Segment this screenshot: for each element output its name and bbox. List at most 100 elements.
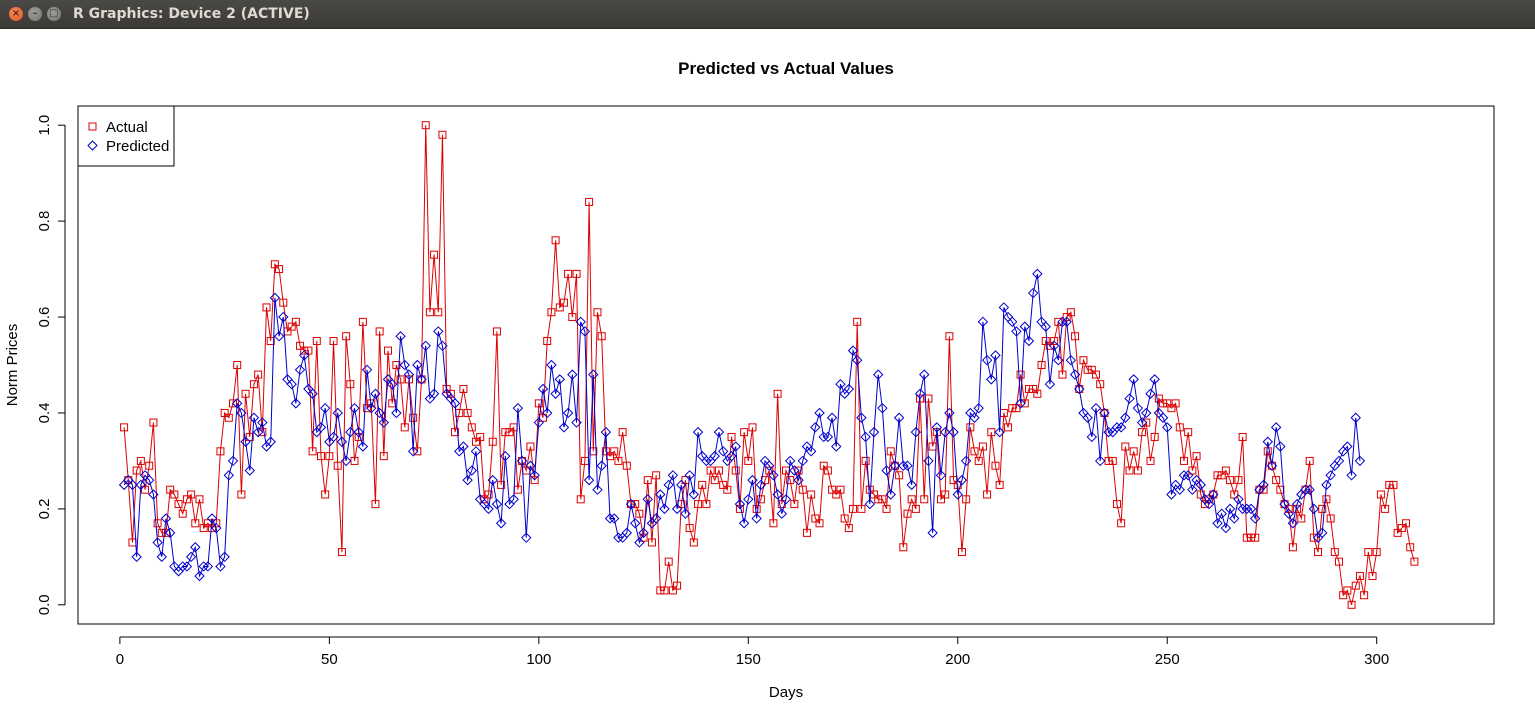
data-point <box>819 461 828 470</box>
data-point <box>849 504 858 513</box>
data-point <box>626 500 635 509</box>
data-point <box>492 327 501 336</box>
data-point <box>1381 504 1390 513</box>
data-point <box>1255 485 1264 494</box>
data-point <box>1355 572 1364 581</box>
data-point <box>592 484 603 495</box>
data-point <box>1166 489 1177 500</box>
data-point <box>635 509 644 518</box>
data-point <box>798 485 807 494</box>
data-point <box>910 426 922 438</box>
data-point <box>1221 466 1230 475</box>
data-point <box>208 524 217 533</box>
data-point <box>458 441 469 452</box>
data-point <box>878 495 887 504</box>
data-point <box>717 446 729 457</box>
data-point <box>361 364 373 376</box>
data-point <box>1234 476 1243 485</box>
data-point <box>731 466 740 475</box>
data-point <box>643 476 652 485</box>
data-point <box>229 399 238 408</box>
data-point <box>1262 436 1273 447</box>
data-point <box>240 436 251 447</box>
window-minimize-button[interactable]: – <box>28 7 42 21</box>
data-point <box>1029 384 1038 393</box>
data-point <box>1237 503 1248 515</box>
data-point <box>127 479 138 491</box>
data-point <box>542 407 553 419</box>
y-tick-label: 0.0 <box>36 594 53 615</box>
data-point <box>1008 404 1017 413</box>
data-point <box>966 423 975 432</box>
data-point <box>659 503 670 515</box>
data-point <box>425 308 434 317</box>
data-point <box>702 500 711 509</box>
data-point <box>1208 489 1219 500</box>
data-point <box>215 561 226 572</box>
data-point <box>409 413 418 422</box>
data-point <box>269 292 281 304</box>
data-point <box>537 383 549 395</box>
data-point <box>1050 337 1059 346</box>
y-tick-label: 0.4 <box>36 403 53 424</box>
x-tick-label: 0 <box>116 651 124 668</box>
data-point <box>1163 399 1172 408</box>
data-point <box>585 197 594 206</box>
data-point <box>1062 313 1071 322</box>
window-close-button[interactable]: × <box>9 7 23 21</box>
data-point <box>153 519 162 528</box>
data-point <box>1057 316 1068 328</box>
data-point <box>751 513 762 524</box>
data-point <box>1279 498 1290 510</box>
data-point <box>727 432 736 441</box>
legend-actual-label: Actual <box>106 119 148 136</box>
data-point <box>1182 470 1194 481</box>
data-point <box>865 485 874 494</box>
data-point <box>148 489 159 500</box>
data-point <box>1250 513 1261 524</box>
data-point <box>508 494 519 505</box>
data-point <box>1300 484 1311 495</box>
data-point <box>241 389 250 398</box>
data-point <box>1096 380 1105 389</box>
data-point <box>1125 466 1134 475</box>
data-point <box>1092 370 1101 379</box>
data-point <box>1213 471 1222 480</box>
data-point <box>902 460 913 471</box>
data-point <box>500 450 511 462</box>
data-point <box>1350 412 1361 423</box>
data-point <box>1224 503 1236 515</box>
data-point <box>776 508 788 519</box>
data-point <box>1241 503 1253 515</box>
data-point <box>1263 447 1272 456</box>
data-point <box>789 465 800 476</box>
data-point <box>748 423 757 432</box>
chart-title: Predicted vs Actual Values <box>678 59 894 78</box>
data-point <box>719 480 728 489</box>
data-point <box>1083 365 1092 374</box>
data-point <box>790 500 799 509</box>
data-point <box>1162 422 1173 433</box>
data-point <box>895 471 904 480</box>
data-point <box>835 378 846 390</box>
window-maximize-button[interactable]: □ <box>47 7 61 21</box>
data-point <box>1216 508 1227 519</box>
data-point <box>497 480 506 489</box>
data-point <box>1287 518 1299 529</box>
data-point <box>856 412 867 423</box>
data-point <box>1275 441 1286 452</box>
data-point <box>342 332 351 341</box>
data-point <box>1094 455 1106 467</box>
data-point <box>391 407 402 419</box>
data-point <box>927 527 938 539</box>
data-point <box>1347 600 1356 609</box>
data-point <box>533 417 545 428</box>
data-point <box>660 586 669 595</box>
data-point <box>1041 337 1050 346</box>
data-point <box>337 548 346 557</box>
data-point <box>1321 479 1332 491</box>
data-point <box>1157 412 1169 423</box>
data-point <box>885 489 896 500</box>
data-point <box>676 479 687 491</box>
data-point <box>371 500 380 509</box>
